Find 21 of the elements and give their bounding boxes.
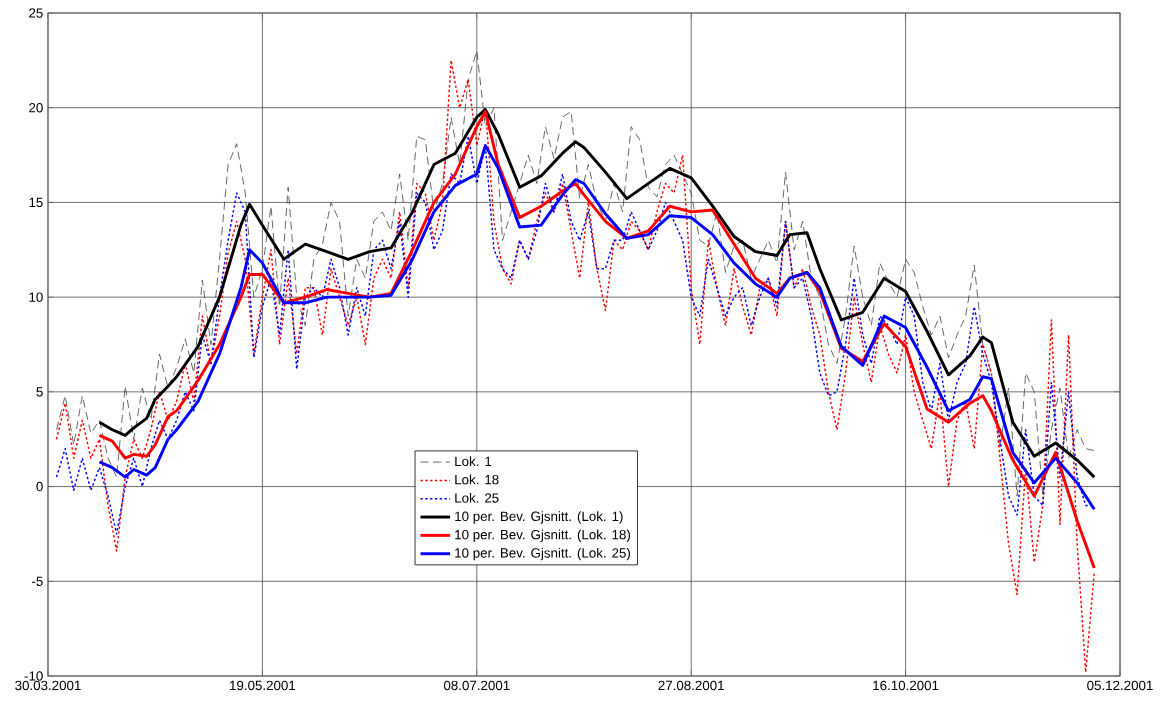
- legend-label: 10 per. Bev. Gjsnitt. (Lok. 25): [455, 547, 630, 561]
- y-tick-label: 5: [36, 387, 43, 397]
- y-tick-label: -5: [32, 576, 43, 586]
- y-tick-label: 0: [36, 481, 43, 492]
- legend-label: Lok. 25: [455, 492, 499, 503]
- x-tick-label: 16.10.2001: [873, 680, 939, 691]
- y-tick-label: 25: [29, 8, 43, 18]
- y-tick-label: -10: [24, 671, 43, 681]
- y-tick-label: 15: [29, 197, 43, 208]
- x-tick-label: 30.03.2001: [15, 680, 81, 691]
- legend-label: 10 per. Bev. Gjsnitt. (Lok. 18): [455, 529, 630, 542]
- line-series: [55, 59, 1096, 673]
- x-tick-label: 08.07.2001: [443, 680, 510, 691]
- x-tick-label: 19.05.2001: [230, 680, 296, 691]
- legend-label: Lok. 18: [455, 474, 499, 485]
- legend-label: Lok. 1: [455, 456, 492, 467]
- y-tick-label: 20: [29, 103, 43, 113]
- x-tick-label: 27.08.2001: [658, 680, 724, 691]
- legend-label: 10 per. Bev. Gjsnitt. (Lok. 1): [455, 511, 623, 524]
- y-tick-label: 10: [29, 292, 43, 302]
- x-tick-label: 05.12.2001: [1087, 680, 1153, 691]
